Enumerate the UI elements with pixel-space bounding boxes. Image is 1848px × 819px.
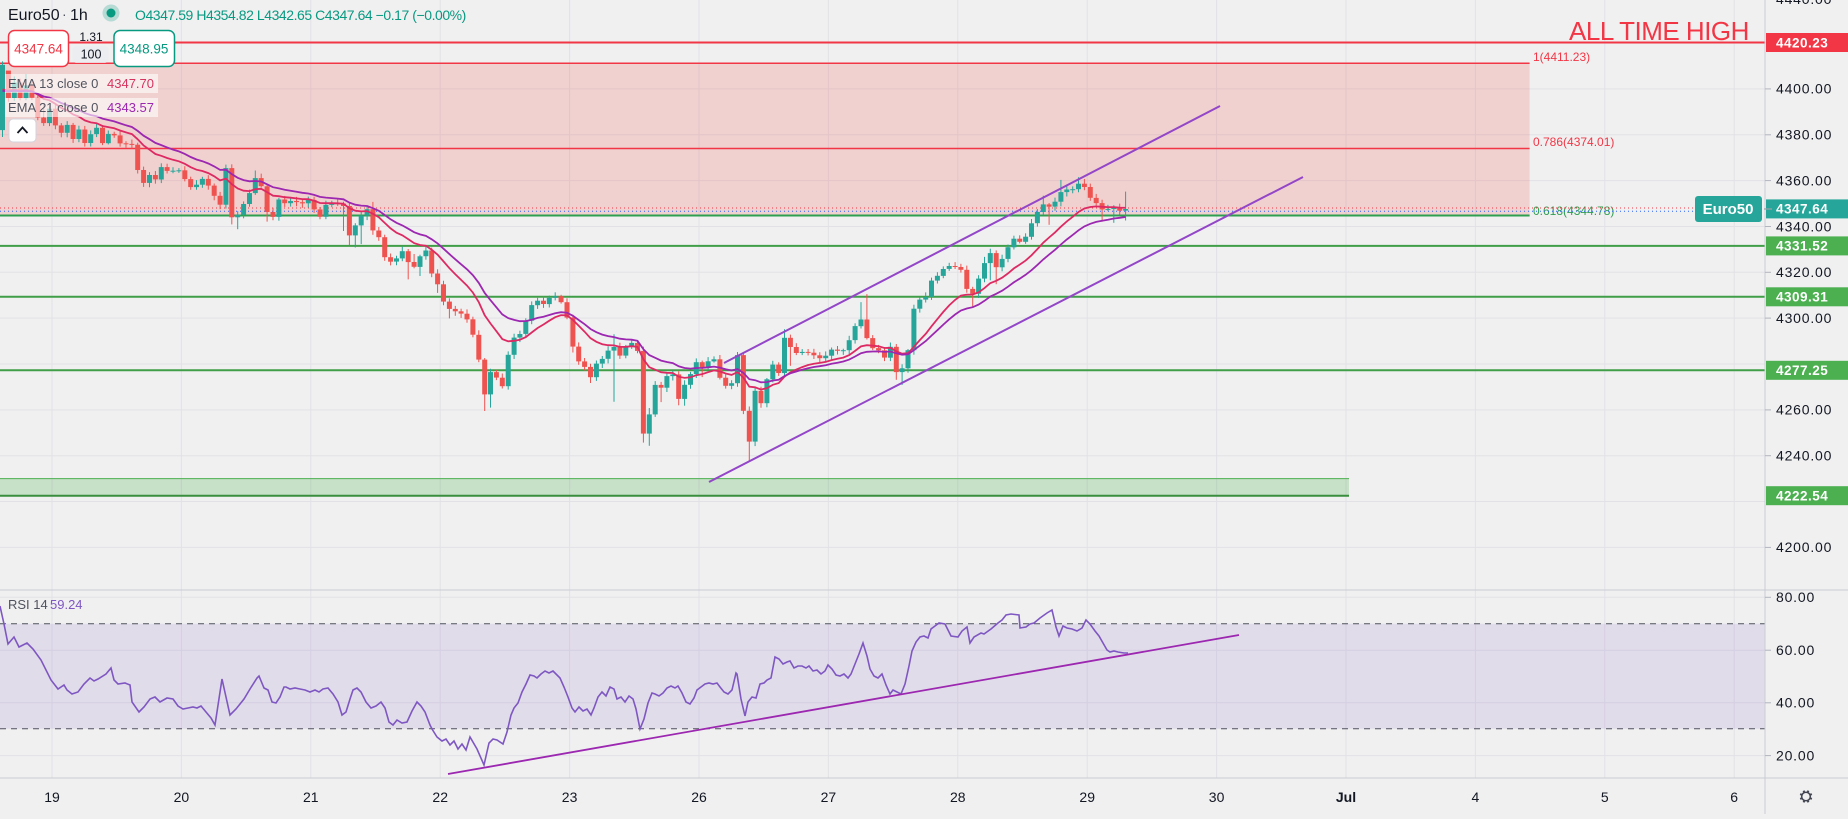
svg-text:4347.64: 4347.64 (1776, 202, 1828, 217)
svg-text:27: 27 (821, 789, 837, 805)
svg-text:4343.57: 4343.57 (107, 100, 154, 115)
svg-text:1.31: 1.31 (79, 30, 103, 44)
svg-text:RSI 14: RSI 14 (8, 597, 48, 612)
svg-text:20.00: 20.00 (1776, 747, 1815, 763)
svg-text:5: 5 (1601, 789, 1609, 805)
svg-text:4360.00: 4360.00 (1776, 172, 1832, 188)
svg-text:4400.00: 4400.00 (1776, 81, 1832, 97)
svg-text:Euro50: Euro50 (1703, 201, 1754, 218)
svg-text:4240.00: 4240.00 (1776, 448, 1832, 464)
svg-text:0.618(4344.78): 0.618(4344.78) (1533, 204, 1614, 218)
svg-text:·: · (62, 6, 67, 22)
svg-text:28: 28 (950, 789, 966, 805)
svg-text:Euro50: Euro50 (8, 7, 60, 24)
svg-text:59.24: 59.24 (50, 597, 83, 612)
svg-text:1(4411.23): 1(4411.23) (1533, 50, 1590, 64)
svg-text:4222.54: 4222.54 (1776, 489, 1828, 504)
svg-text:20: 20 (174, 789, 190, 805)
svg-text:4380.00: 4380.00 (1776, 127, 1832, 143)
svg-text:O4347.59 H4354.82 L4342.65 C43: O4347.59 H4354.82 L4342.65 C4347.64 −0.1… (135, 7, 466, 23)
svg-text:80.00: 80.00 (1776, 589, 1815, 605)
svg-text:29: 29 (1079, 789, 1095, 805)
svg-text:ALL TIME HIGH: ALL TIME HIGH (1569, 16, 1749, 46)
svg-text:4260.00: 4260.00 (1776, 402, 1832, 418)
svg-text:4: 4 (1472, 789, 1480, 805)
svg-text:4347.64: 4347.64 (14, 42, 63, 57)
svg-text:6: 6 (1730, 789, 1738, 805)
svg-text:4277.25: 4277.25 (1776, 363, 1828, 378)
svg-text:Jul: Jul (1336, 789, 1356, 805)
svg-text:21: 21 (303, 789, 319, 805)
svg-text:19: 19 (44, 789, 60, 805)
svg-text:40.00: 40.00 (1776, 695, 1815, 711)
svg-text:4348.95: 4348.95 (120, 42, 169, 57)
svg-text:4300.00: 4300.00 (1776, 310, 1832, 326)
svg-text:1h: 1h (70, 7, 88, 24)
svg-text:60.00: 60.00 (1776, 642, 1815, 658)
svg-text:4331.52: 4331.52 (1776, 239, 1828, 254)
svg-text:4320.00: 4320.00 (1776, 264, 1832, 280)
svg-text:4340.00: 4340.00 (1776, 218, 1832, 234)
svg-text:EMA 21 close 0: EMA 21 close 0 (8, 100, 98, 115)
svg-text:EMA 13 close 0: EMA 13 close 0 (8, 76, 98, 91)
svg-text:4347.70: 4347.70 (107, 76, 154, 91)
svg-text:4309.31: 4309.31 (1776, 290, 1828, 305)
svg-text:30: 30 (1209, 789, 1225, 805)
svg-text:22: 22 (432, 789, 448, 805)
svg-text:100: 100 (81, 48, 102, 62)
svg-text:4200.00: 4200.00 (1776, 539, 1832, 555)
svg-text:26: 26 (691, 789, 707, 805)
svg-text:0.786(4374.01): 0.786(4374.01) (1533, 135, 1614, 149)
svg-text:23: 23 (562, 789, 578, 805)
svg-text:4420.23: 4420.23 (1776, 35, 1828, 50)
